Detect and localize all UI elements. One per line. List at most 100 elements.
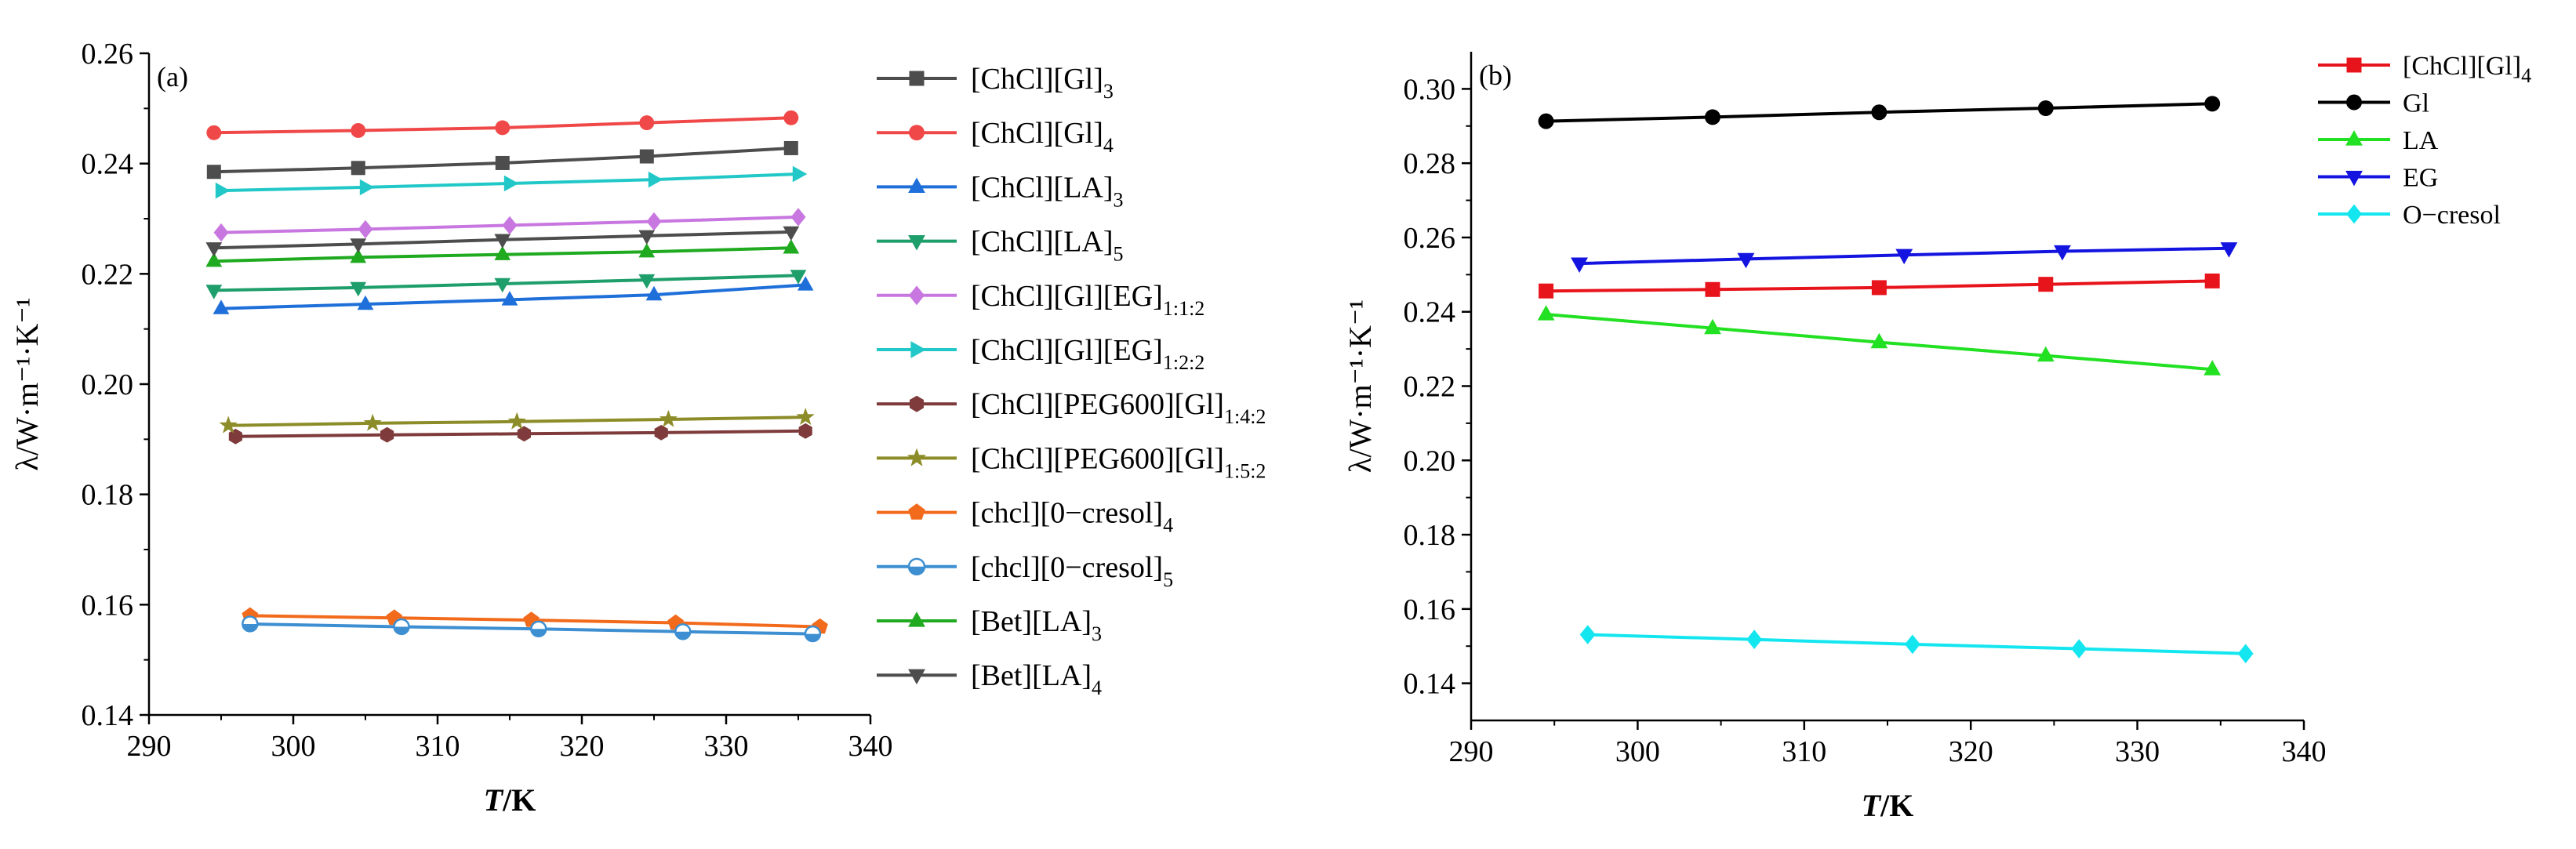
- chart-panel-a: 290 300 310 320 330 340 0.14 0.16 0.18 0.20 0.22 0.…: [9, 38, 1266, 818]
- legend-label-subscript: 4: [1163, 514, 1173, 537]
- series-chcl-gl-eg-1-2-2-point: [792, 165, 808, 183]
- series-chcl-la-3: [213, 276, 814, 314]
- legend-item-chcl-gl-eg-1-1-2: [ChCl][Gl][EG]1:1:2: [877, 280, 1204, 320]
- series-o-cresol-point: [2237, 644, 2254, 664]
- series-la-point: [1870, 332, 1888, 349]
- series-chcl-gl-eg-1-1-2-point: [502, 216, 518, 235]
- series-chcl-peg600-gl-1-5-2-point: [363, 413, 382, 431]
- y-tick-label: 0.24: [82, 148, 134, 181]
- series-chcl-gl-4-point: [351, 123, 366, 138]
- legend-label-subscript: 3: [1092, 622, 1102, 645]
- x-axis-title-unit: /K: [1880, 788, 1913, 823]
- series-chcl-0-cresol-5-point-fill: [805, 633, 820, 642]
- legend-item-chcl-gl-eg-1-2-2-marker: [910, 341, 926, 358]
- legend-label-subscript: 5: [1163, 568, 1173, 591]
- series-chcl-gl-4-point: [639, 115, 655, 131]
- y-tick-label: 0.30: [1404, 73, 1456, 106]
- legend-label-main: [Bet][LA]: [971, 659, 1092, 692]
- series-chcl-gl-4: [206, 110, 799, 140]
- legend-item-chcl-la-5: [ChCl][LA]5: [877, 226, 1124, 266]
- series-chcl-la-5-point: [205, 285, 223, 299]
- series-chcl-gl-4: [1539, 273, 2220, 299]
- series-gl-point: [2204, 96, 2221, 112]
- series-chcl-peg600-gl-1-5-2-point: [796, 408, 815, 425]
- legend-item-chcl-gl-3-marker: [909, 71, 925, 86]
- series-chcl-gl-4-point: [1539, 283, 1554, 299]
- series-bet-la-4-point: [783, 226, 800, 241]
- series-chcl-peg600-gl-1-5-2-point: [219, 415, 238, 434]
- legend-item-chcl-peg600-gl-1-4-2: [ChCl][PEG600][Gl]1:4:2: [877, 388, 1266, 428]
- legend-item-chcl-gl-4-marker: [909, 125, 925, 141]
- x-axis-title-symbol: T: [484, 782, 504, 818]
- series-chcl-gl-eg-1-1-2-point: [646, 212, 662, 231]
- y-tick-label: 0.14: [1404, 668, 1456, 701]
- series-chcl-gl-eg-1-2-2-point: [359, 179, 375, 196]
- series-chcl-gl-eg-1-2-2: [215, 165, 808, 199]
- legend-item-chcl-gl-4-label: [ChCl][Gl]4: [2403, 52, 2531, 87]
- series-eg-point: [2220, 242, 2238, 258]
- legend-label-subscript: 1:5:2: [1224, 459, 1266, 482]
- y-tick-label: 0.26: [82, 38, 134, 71]
- legend-item-eg-label: EG: [2403, 164, 2438, 193]
- legend-label-main: [chcl][0−cresol]: [971, 497, 1163, 530]
- series-bet-la-4-point: [205, 242, 223, 257]
- series-la-point: [1537, 305, 1555, 321]
- legend-label-subscript: 1:4:2: [1224, 405, 1266, 428]
- series-chcl-gl-eg-1-1-2-point: [358, 220, 373, 239]
- legend-label-subscript: 4: [2521, 64, 2531, 87]
- series-o-cresol-point: [1746, 629, 1763, 649]
- legend-item-bet-la-3: [Bet][LA]3: [877, 605, 1102, 645]
- series-chcl-gl-eg-1-2-2-point: [503, 175, 519, 192]
- series-la-point: [2204, 360, 2222, 376]
- x-axis-title: T/K: [1862, 788, 1914, 823]
- legend-item-chcl-la-3-label: [ChCl][LA]3: [971, 171, 1124, 211]
- legend-label-main: LA: [2403, 126, 2439, 155]
- legend-item-chcl-la-5-marker: [908, 235, 925, 251]
- series-chcl-gl-4-point: [2038, 277, 2054, 292]
- legend-label-subscript: 1:2:2: [1163, 351, 1204, 374]
- series-bet-la-3-point: [494, 245, 511, 260]
- legend-item-chcl-gl-4-label: [ChCl][Gl]4: [971, 117, 1114, 157]
- legend-item-chcl-peg600-gl-1-5-2-label: [ChCl][PEG600][Gl]1:5:2: [971, 442, 1266, 482]
- series-chcl-peg600-gl-1-4-2: [228, 423, 812, 444]
- legend-item-o-cresol: O−cresol: [2318, 201, 2501, 230]
- series-chcl-0-cresol-5-point-fill: [394, 626, 409, 634]
- series-bet-la-3-point: [638, 243, 656, 258]
- legend-item-chcl-la-3: [ChCl][LA]3: [877, 171, 1124, 211]
- series-chcl-gl-eg-1-2-2-point: [648, 171, 663, 188]
- series-chcl-gl-4-point: [1705, 281, 1720, 297]
- legend-item-chcl-peg600-gl-1-5-2: [ChCl][PEG600][Gl]1:5:2: [877, 442, 1266, 482]
- series-chcl-gl-3-point: [206, 165, 221, 180]
- legend-item-o-cresol-label: O−cresol: [2403, 201, 2501, 230]
- legend-label-main: [Bet][LA]: [971, 605, 1092, 638]
- series-chcl-peg600-gl-1-5-2-point: [507, 412, 526, 430]
- legend-item-chcl-0-cresol-5-label: [chcl][0−cresol]5: [971, 551, 1173, 591]
- legend-label-subscript: 4: [1092, 677, 1102, 699]
- legend-label-main: EG: [2403, 164, 2438, 193]
- y-tick-label: 0.26: [1404, 222, 1456, 255]
- legend-item-chcl-gl-4-marker: [2346, 57, 2362, 73]
- series-chcl-gl-3-point: [351, 161, 365, 176]
- x-tick-label: 320: [1949, 735, 1993, 768]
- series-chcl-gl-eg-1-2-2-point: [215, 182, 231, 199]
- x-tick-label: 310: [416, 730, 460, 763]
- series-bet-la-3-point: [350, 249, 367, 263]
- series-chcl-la-5-point: [350, 281, 367, 297]
- series-chcl-gl-3-point: [495, 155, 510, 170]
- series-chcl-gl-3: [206, 140, 798, 180]
- series-la: [1537, 305, 2222, 376]
- y-tick-label: 0.28: [1404, 147, 1456, 180]
- series-chcl-peg600-gl-1-5-2: [219, 408, 815, 434]
- legend-label-main: [ChCl][LA]: [971, 171, 1114, 204]
- x-tick-label: 340: [848, 730, 893, 763]
- series-bet-la-4-point: [350, 238, 367, 253]
- series-gl-point: [1538, 113, 1554, 129]
- series-chcl-peg600-gl-1-4-2-point: [798, 423, 812, 439]
- series-eg: [1571, 242, 2238, 273]
- series-chcl-peg600-gl-1-4-2-point: [380, 426, 394, 443]
- series-chcl-gl-4-point: [783, 110, 799, 125]
- legend-item-bet-la-3-label: [Bet][LA]3: [971, 605, 1102, 645]
- series-gl-point: [1871, 104, 1887, 121]
- legend-label-main: [ChCl][Gl]: [971, 63, 1103, 96]
- x-axis-title-symbol: T: [1862, 788, 1882, 823]
